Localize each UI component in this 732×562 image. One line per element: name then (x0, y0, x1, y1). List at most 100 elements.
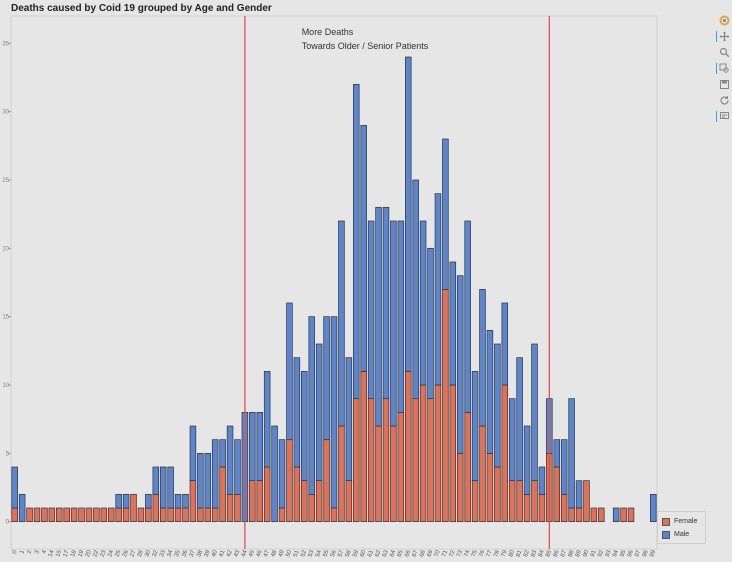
bar-female[interactable] (48, 507, 56, 523)
bar-female[interactable] (620, 507, 627, 523)
bar-female[interactable] (70, 507, 78, 523)
bar-male[interactable] (471, 370, 479, 482)
bar-male[interactable] (568, 398, 575, 509)
bar-male[interactable] (560, 439, 568, 495)
bar-female[interactable] (471, 480, 479, 523)
bar-male[interactable] (494, 343, 501, 468)
bar-female[interactable] (159, 507, 167, 523)
bar-male[interactable] (464, 220, 471, 413)
bar-female[interactable] (405, 370, 412, 523)
bar-female[interactable] (479, 425, 486, 523)
bar-male[interactable] (115, 493, 122, 509)
bar-female[interactable] (523, 493, 531, 523)
bar-female[interactable] (434, 384, 442, 523)
bar-male[interactable] (508, 398, 516, 482)
bar-female[interactable] (568, 507, 575, 523)
save-icon[interactable] (718, 78, 731, 91)
bar-male[interactable] (650, 493, 657, 523)
bar-male[interactable] (523, 425, 531, 495)
bar-female[interactable] (174, 507, 182, 523)
bar-male[interactable] (360, 124, 367, 372)
bar-male[interactable] (456, 275, 464, 454)
bar-male[interactable] (449, 261, 457, 386)
bar-male[interactable] (612, 507, 620, 523)
bar-male[interactable] (553, 439, 561, 468)
bar-female[interactable] (360, 370, 367, 523)
bar-female[interactable] (330, 507, 338, 523)
bar-female[interactable] (41, 507, 48, 523)
bar-male[interactable] (301, 370, 308, 482)
legend-item-female[interactable]: Female (662, 515, 701, 528)
bar-male[interactable] (434, 193, 442, 386)
bar-female[interactable] (456, 452, 464, 523)
bar-male[interactable] (182, 493, 189, 509)
bar-female[interactable] (56, 507, 63, 523)
bar-female[interactable] (627, 507, 635, 523)
bar-male[interactable] (405, 56, 412, 372)
bar-female[interactable] (494, 466, 501, 523)
bar-female[interactable] (93, 507, 100, 523)
bar-female[interactable] (152, 493, 160, 523)
bar-female[interactable] (137, 507, 145, 523)
bar-female[interactable] (315, 480, 323, 523)
bar-female[interactable] (560, 493, 568, 523)
bar-male[interactable] (204, 452, 212, 509)
bar-female[interactable] (234, 493, 241, 523)
bar-female[interactable] (501, 384, 509, 523)
bar-female[interactable] (590, 507, 598, 523)
bar-female[interactable] (419, 384, 427, 523)
bar-female[interactable] (145, 507, 152, 523)
bar-female[interactable] (189, 480, 197, 523)
bar-male[interactable] (390, 220, 397, 427)
bar-male[interactable] (382, 206, 390, 400)
bar-female[interactable] (412, 398, 419, 523)
bar-male[interactable] (315, 343, 323, 482)
bar-female[interactable] (107, 507, 115, 523)
bar-male[interactable] (442, 138, 449, 290)
bar-male[interactable] (397, 220, 405, 413)
bar-female[interactable] (130, 493, 137, 523)
bar-female[interactable] (390, 425, 397, 523)
bar-female[interactable] (553, 466, 561, 523)
bar-female[interactable] (100, 507, 108, 523)
bar-female[interactable] (583, 480, 590, 523)
bar-female[interactable] (263, 466, 271, 523)
bar-female[interactable] (345, 480, 353, 523)
bar-female[interactable] (508, 480, 516, 523)
bar-female[interactable] (11, 507, 18, 523)
bar-male[interactable] (18, 493, 26, 523)
bar-male[interactable] (286, 302, 293, 441)
bar-male[interactable] (486, 329, 494, 454)
bar-male[interactable] (427, 247, 434, 400)
bar-female[interactable] (301, 480, 308, 523)
bar-male[interactable] (219, 439, 226, 468)
box-zoom-icon[interactable] (718, 46, 731, 59)
bar-male[interactable] (174, 493, 182, 509)
bar-male[interactable] (211, 439, 219, 509)
bar-female[interactable] (182, 507, 189, 523)
bar-male[interactable] (501, 302, 509, 386)
bar-male[interactable] (479, 288, 486, 427)
bar-male[interactable] (249, 411, 256, 482)
bar-female[interactable] (219, 466, 226, 523)
bar-male[interactable] (271, 425, 278, 523)
bar-male[interactable] (531, 343, 538, 482)
bar-female[interactable] (427, 398, 434, 523)
bar-female[interactable] (278, 507, 286, 523)
bokeh-logo-icon[interactable] (718, 14, 731, 27)
reset-icon[interactable] (718, 94, 731, 107)
bar-male[interactable] (575, 480, 583, 509)
bar-male[interactable] (538, 466, 546, 495)
bar-female[interactable] (286, 439, 293, 523)
bar-male[interactable] (338, 220, 345, 427)
bar-female[interactable] (323, 439, 330, 523)
bar-female[interactable] (293, 466, 301, 523)
bar-male[interactable] (330, 316, 338, 509)
bar-female[interactable] (516, 480, 523, 523)
bar-male[interactable] (308, 316, 315, 495)
bar-female[interactable] (197, 507, 204, 523)
bar-female[interactable] (375, 425, 382, 523)
bar-female[interactable] (33, 507, 41, 523)
bar-female[interactable] (256, 480, 263, 523)
